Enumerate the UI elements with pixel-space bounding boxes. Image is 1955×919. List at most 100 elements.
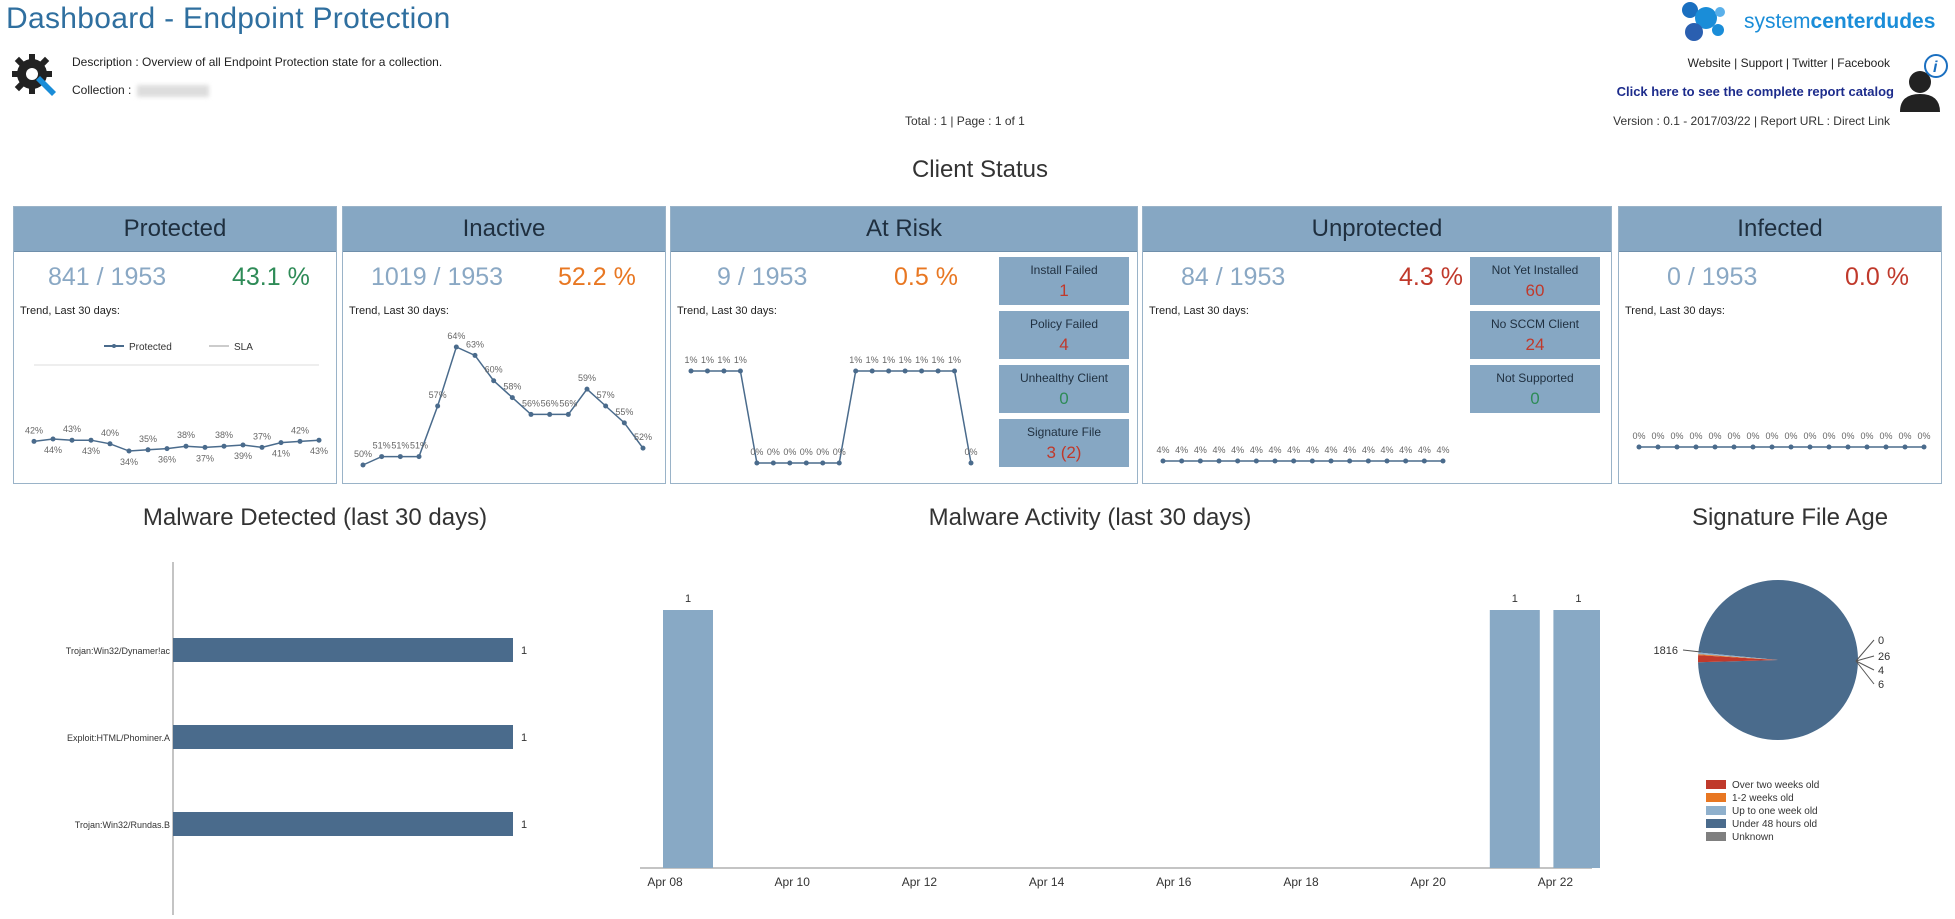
not-supported-box[interactable]: Not Supported 0	[1470, 365, 1600, 413]
trend-line	[33, 438, 320, 452]
trend-data-label: 64%	[447, 331, 465, 341]
trend-data-label: 1%	[948, 355, 961, 365]
trend-point	[704, 368, 710, 374]
unprotected-pct: 4.3 %	[1399, 263, 1463, 291]
malware-activity-title: Malware Activity (last 30 days)	[928, 504, 1252, 531]
trend-point	[919, 368, 925, 374]
trend-point	[240, 442, 246, 448]
trend-point	[379, 454, 385, 460]
policy-failed-box[interactable]: Policy Failed 4	[999, 311, 1129, 359]
no-sccm-client-box[interactable]: No SCCM Client 24	[1470, 311, 1600, 359]
install-failed-box[interactable]: Install Failed 1	[999, 257, 1129, 305]
person-info-icon[interactable]: i	[1896, 54, 1948, 112]
trend-data-label: 43%	[63, 424, 81, 434]
trend-point	[107, 441, 113, 447]
trend-point	[1655, 444, 1661, 450]
protected-pct: 43.1 %	[232, 263, 310, 291]
trend-point	[297, 438, 303, 444]
trend-data-label: 0%	[1670, 431, 1683, 441]
report-catalog-link[interactable]: Click here to see the complete report ca…	[1616, 84, 1894, 99]
trend-point	[754, 460, 760, 466]
card-unprotected: Unprotected 84 / 1953 4.3 % Trend, Last …	[1142, 206, 1612, 484]
inactive-count: 1019 / 1953	[371, 263, 504, 291]
trend-data-label: 56%	[559, 398, 577, 408]
trend-data-label: 63%	[466, 339, 484, 349]
card-header: Inactive	[343, 207, 665, 252]
trend-data-label: 0%	[800, 447, 813, 457]
trend-data-label: 39%	[234, 451, 252, 461]
trend-data-label: 1%	[849, 355, 862, 365]
trend-point	[853, 368, 859, 374]
trend-point	[952, 368, 958, 374]
trend-data-label: 42%	[291, 425, 309, 435]
box-value: 0	[1059, 389, 1069, 408]
trend-data-label: 4%	[1418, 445, 1431, 455]
box-value: 24	[1525, 335, 1545, 354]
trend-data-label: 37%	[253, 431, 271, 441]
box-label: No SCCM Client	[1490, 317, 1580, 331]
trend-data-label: 44%	[44, 445, 62, 455]
malware-detected-title: Malware Detected (last 30 days)	[142, 504, 488, 531]
trend-point	[472, 352, 478, 358]
category-label: Trojan:Win32/Rundas.B	[75, 820, 170, 830]
trend-data-label: 38%	[215, 430, 233, 440]
label-leader	[1682, 649, 1702, 653]
trend-data-label: 52%	[634, 432, 652, 442]
trend-point	[1674, 444, 1680, 450]
trend-point	[787, 460, 793, 466]
trend-data-label: 56%	[522, 398, 540, 408]
trend-point	[1403, 458, 1409, 464]
trend-data-label: 0%	[783, 447, 796, 457]
trend-data-label: 0%	[1879, 431, 1892, 441]
trend-label: Trend, Last 30 days:	[677, 305, 777, 317]
trend-point	[360, 462, 366, 468]
trend-point	[491, 378, 497, 384]
signature-file-box[interactable]: Signature File 3 (2)	[999, 419, 1129, 467]
trend-point	[1328, 458, 1334, 464]
trend-data-label: 56%	[541, 398, 559, 408]
trend-data-label: 0%	[1822, 431, 1835, 441]
unhealthy-client-box[interactable]: Unhealthy Client 0	[999, 365, 1129, 413]
box-value: 1	[1059, 281, 1069, 300]
bar-value-label: 1	[685, 593, 691, 605]
legend-swatch	[1706, 793, 1726, 802]
trend-point	[221, 443, 227, 449]
trend-point	[902, 368, 908, 374]
bar-value-label: 1	[521, 732, 527, 744]
trend-point	[1864, 444, 1870, 450]
trend-point	[50, 436, 56, 442]
legend-swatch	[1706, 806, 1726, 815]
trend-point	[1883, 444, 1889, 450]
trend-data-label: 58%	[503, 382, 521, 392]
trend-data-label: 0%	[1841, 431, 1854, 441]
not-yet-installed-box[interactable]: Not Yet Installed 60	[1470, 257, 1600, 305]
header-links[interactable]: Website | Support | Twitter | Facebook	[1687, 56, 1890, 70]
trend-point	[69, 437, 75, 443]
trend-data-label: 57%	[597, 390, 615, 400]
trend-point	[1347, 458, 1353, 464]
trend-data-label: 38%	[177, 430, 195, 440]
page-title: Dashboard - Endpoint Protection	[6, 2, 451, 35]
trend-point	[164, 446, 170, 452]
x-tick-label: Apr 14	[1029, 875, 1065, 889]
trend-data-label: 4%	[1380, 445, 1393, 455]
trend-data-label: 55%	[615, 407, 633, 417]
trend-data-label: 4%	[1399, 445, 1412, 455]
trend-data-label: 1%	[882, 355, 895, 365]
trend-point	[1291, 458, 1297, 464]
bar-value-label: 1	[521, 645, 527, 657]
box-label: Signature File	[1026, 425, 1102, 439]
trend-point	[547, 411, 553, 417]
card-header: Protected	[14, 207, 336, 252]
trend-point	[1440, 458, 1446, 464]
trend-data-label: 4%	[1194, 445, 1207, 455]
box-label: Not Supported	[1496, 371, 1574, 385]
trend-data-label: 4%	[1306, 445, 1319, 455]
trend-data-label: 1%	[701, 355, 714, 365]
x-tick-label: Apr 08	[647, 875, 683, 889]
trend-data-label: 4%	[1324, 445, 1337, 455]
box-value: 0	[1530, 389, 1540, 408]
trend-data-label: 0%	[1727, 431, 1740, 441]
trend-data-label: 1%	[915, 355, 928, 365]
trend-point	[1309, 458, 1315, 464]
